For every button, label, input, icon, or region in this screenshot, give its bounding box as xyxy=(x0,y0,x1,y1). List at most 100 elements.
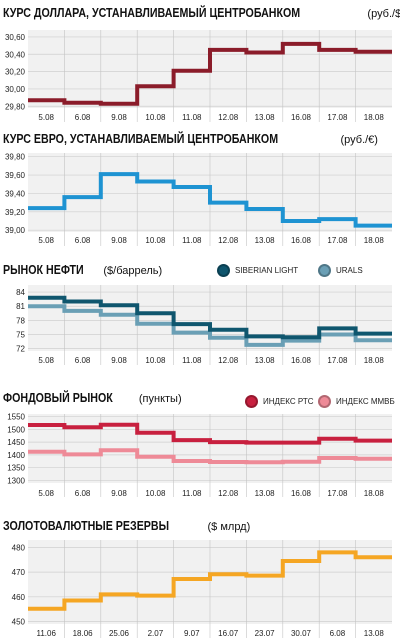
y-tick-label: 450 xyxy=(12,618,26,627)
x-tick-label: 5.08 xyxy=(38,113,54,122)
y-tick-label: 39,40 xyxy=(5,189,26,198)
reserves-panel: ЗОЛОТОВАЛЮТНЫЕ РЕЗЕРВЫ ($ млрд) 450 460 470… xyxy=(0,512,400,638)
y-tick-label: 1550 xyxy=(7,413,25,422)
x-tick-label: 13.08 xyxy=(364,629,385,638)
x-tick-label: 17.08 xyxy=(327,236,348,245)
x-tick-label: 18.08 xyxy=(364,489,385,498)
stock-market-title-text: ФОНДОВЫЙ РЫНОК xyxy=(3,390,113,405)
y-tick-label: 39,80 xyxy=(5,153,26,162)
x-tick-label: 13.08 xyxy=(255,236,276,245)
y-tick-label: 39,20 xyxy=(5,208,26,217)
y-tick-label: 72 xyxy=(16,345,25,354)
x-tick-label: 10.08 xyxy=(145,113,166,122)
x-tick-label: 16.07 xyxy=(218,629,239,638)
reserves-title: ЗОЛОТОВАЛЮТНЫЕ РЕЗЕРВЫ ($ млрд) xyxy=(3,517,250,535)
legend-rts-index-swatch xyxy=(245,395,258,408)
y-tick-label: 1400 xyxy=(7,451,25,460)
legend-rts-index-label: ИНДЕКС РТС xyxy=(263,397,314,406)
x-tick-label: 12.08 xyxy=(218,113,239,122)
series-line xyxy=(28,295,392,340)
x-tick-label: 10.08 xyxy=(145,489,166,498)
x-tick-label: 10.08 xyxy=(145,236,166,245)
x-tick-label: 16.08 xyxy=(291,489,312,498)
x-tick-label: 9.08 xyxy=(111,489,127,498)
x-tick-label: 16.08 xyxy=(291,356,312,365)
y-tick-label: 470 xyxy=(12,568,26,577)
x-tick-label: 6.08 xyxy=(75,489,91,498)
x-tick-label: 2.07 xyxy=(148,629,164,638)
y-tick-label: 78 xyxy=(16,316,25,325)
x-tick-label: 13.08 xyxy=(255,113,276,122)
x-tick-label: 16.08 xyxy=(291,113,312,122)
x-tick-label: 17.08 xyxy=(327,489,348,498)
y-tick-label: 1500 xyxy=(7,425,25,434)
stock-market-chart: 1300 1350 1400 1450 1500 1550 5.08 6.08 9.08 10.0… xyxy=(7,413,392,498)
x-tick-label: 12.08 xyxy=(218,236,239,245)
y-tick-label: 1300 xyxy=(7,476,25,485)
y-tick-label: 1450 xyxy=(7,438,25,447)
legend-urals-label: URALS xyxy=(336,266,363,275)
y-tick-label: 75 xyxy=(16,331,25,340)
x-tick-label: 17.08 xyxy=(327,356,348,365)
reserves-title-text: ЗОЛОТОВАЛЮТНЫЕ РЕЗЕРВЫ xyxy=(3,518,170,533)
x-tick-label: 23.07 xyxy=(255,629,276,638)
x-tick-label: 13.08 xyxy=(255,489,276,498)
legend-siberian-light-label: SIBERIAN LIGHT xyxy=(235,266,299,275)
x-tick-label: 25.06 xyxy=(109,629,130,638)
eur-rate-title: КУРС ЕВРО, УСТАНАВЛИВАЕМЫЙ ЦЕНТРОБАНКОМ (… xyxy=(3,130,378,148)
oil-market-chart: 72 75 78 81 84 5.08 6.08 9.08 10.08 11.08 12.08 13.… xyxy=(16,285,392,365)
x-tick-label: 5.08 xyxy=(38,356,54,365)
legend-rts-index: ИНДЕКС РТС xyxy=(245,395,314,408)
x-tick-label: 18.08 xyxy=(364,113,385,122)
y-tick-label: 460 xyxy=(12,593,26,602)
legend-micex-index-swatch xyxy=(318,395,331,408)
x-tick-label: 10.08 xyxy=(145,356,166,365)
stock-market-panel: ФОНДОВЫЙ РЫНОК (пункты) ИНДЕКС РТС ИНДЕКС… xyxy=(0,382,400,510)
x-tick-label: 9.08 xyxy=(111,236,127,245)
eur-rate-unit: (руб./€) xyxy=(340,134,378,146)
x-tick-label: 11.06 xyxy=(36,629,56,638)
oil-market-title-text: РЫНОК НЕФТИ xyxy=(3,262,84,277)
x-tick-label: 6.08 xyxy=(330,629,346,638)
series-line xyxy=(28,41,392,106)
legend-siberian-light-swatch xyxy=(217,264,230,277)
series-line xyxy=(28,448,392,465)
oil-market-unit: ($/баррель) xyxy=(103,265,163,277)
y-tick-label: 480 xyxy=(12,543,26,552)
x-tick-label: 17.08 xyxy=(327,113,348,122)
x-tick-label: 18.06 xyxy=(73,629,94,638)
y-tick-label: 39,60 xyxy=(5,171,26,180)
usd-rate-chart: 29,80 30,00 30,20 30,40 30,60 5.08 6.08 9.08 10.… xyxy=(5,30,392,122)
x-tick-label: 16.08 xyxy=(291,236,312,245)
x-tick-label: 18.08 xyxy=(364,356,385,365)
series-line xyxy=(28,550,392,611)
reserves-unit: ($ млрд) xyxy=(207,521,251,533)
y-tick-label: 30,40 xyxy=(5,50,26,59)
series-line xyxy=(28,422,392,445)
reserves-chart: 450 460 470 480 11.06 18.06 25.06 2.07 9.07 16.07… xyxy=(12,540,392,638)
x-tick-label: 11.08 xyxy=(182,489,202,498)
eur-rate-chart: 39,00 39,20 39,40 39,60 39,80 5.08 6.08 9.08 10.… xyxy=(5,153,392,246)
x-tick-label: 9.08 xyxy=(111,356,127,365)
x-tick-label: 30.07 xyxy=(291,629,312,638)
y-tick-label: 1350 xyxy=(7,464,25,473)
legend-siberian-light: SIBERIAN LIGHT xyxy=(217,264,298,277)
legend-urals-swatch xyxy=(318,264,331,277)
x-tick-label: 9.07 xyxy=(184,629,200,638)
legend-micex-index: ИНДЕКС ММВБ xyxy=(318,395,395,408)
eur-rate-title-text: КУРС ЕВРО, УСТАНАВЛИВАЕМЫЙ ЦЕНТРОБАНКОМ xyxy=(3,131,279,146)
usd-rate-title: КУРС ДОЛЛАРА, УСТАНАВЛИВАЕМЫЙ ЦЕНТРОБАНК… xyxy=(3,4,400,22)
x-tick-label: 11.08 xyxy=(182,236,202,245)
x-tick-label: 6.08 xyxy=(75,356,91,365)
x-tick-label: 18.08 xyxy=(364,236,385,245)
y-tick-label: 39,00 xyxy=(5,226,26,235)
x-tick-label: 9.08 xyxy=(111,113,127,122)
y-tick-label: 29,80 xyxy=(5,102,26,111)
x-tick-label: 12.08 xyxy=(218,489,239,498)
stock-market-title: ФОНДОВЫЙ РЫНОК (пункты) xyxy=(3,389,182,407)
y-tick-label: 30,60 xyxy=(5,33,26,42)
x-tick-label: 11.08 xyxy=(182,356,202,365)
x-tick-label: 6.08 xyxy=(75,236,91,245)
y-tick-label: 30,00 xyxy=(5,85,26,94)
y-tick-label: 84 xyxy=(16,288,25,297)
